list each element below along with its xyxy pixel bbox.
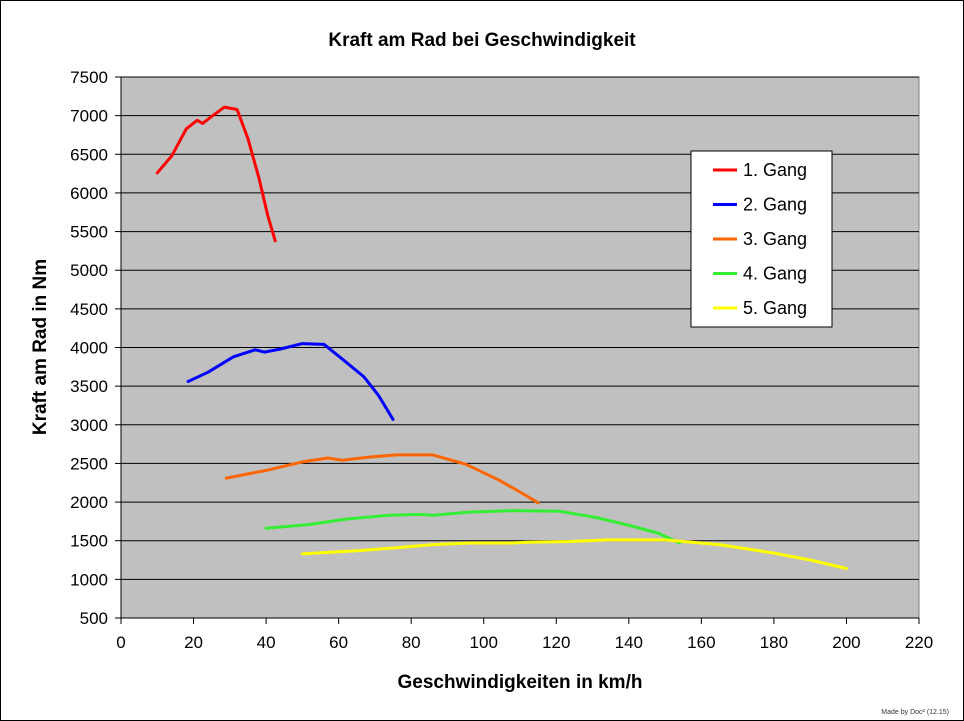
y-tick-label: 3000	[70, 416, 108, 435]
x-tick-label: 0	[116, 633, 125, 652]
y-tick-label: 4000	[70, 339, 108, 358]
y-tick-label: 4500	[70, 300, 108, 319]
legend-label: 5. Gang	[743, 298, 807, 318]
legend-label: 1. Gang	[743, 160, 807, 180]
x-tick-label: 100	[470, 633, 498, 652]
y-tick-label: 5500	[70, 223, 108, 242]
axes: 5001000150020002500300035004000450050005…	[70, 68, 933, 652]
series-line-gang-2	[186, 342, 395, 421]
credit-note: Made by Doc² (12.15)	[881, 709, 949, 716]
series-line-gang-3	[224, 453, 540, 505]
series-line-gang-1	[155, 105, 277, 243]
y-tick-label: 1000	[70, 570, 108, 589]
y-tick-label: 2000	[70, 493, 108, 512]
x-tick-label: 140	[615, 633, 643, 652]
x-tick-label: 120	[542, 633, 570, 652]
x-tick-label: 220	[905, 633, 933, 652]
y-tick-label: 500	[80, 609, 108, 628]
series-lines	[155, 105, 848, 570]
y-axis-label: Kraft am Rad in Nm	[30, 259, 51, 435]
y-tick-label: 7000	[70, 107, 108, 126]
y-tick-label: 6500	[70, 145, 108, 164]
y-tick-label: 2500	[70, 454, 108, 473]
legend-label: 2. Gang	[743, 195, 807, 215]
y-tick-label: 1500	[70, 532, 108, 551]
x-tick-label: 80	[402, 633, 421, 652]
x-axis-label: Geschwindigkeiten in km/h	[398, 672, 643, 693]
legend-label: 4. Gang	[743, 264, 807, 284]
series-line-gang-4	[264, 509, 682, 545]
y-tick-label: 5000	[70, 261, 108, 280]
grid-lines	[121, 76, 919, 580]
x-tick-label: 40	[257, 633, 276, 652]
chart-title: Kraft am Rad bei Geschwindigkeit	[328, 30, 636, 51]
y-tick-label: 3500	[70, 377, 108, 396]
legend: 1. Gang 2. Gang 3. Gang 4. Gang 5. Gang	[690, 150, 833, 328]
y-tick-label: 6000	[70, 184, 108, 203]
x-tick-label: 20	[184, 633, 203, 652]
legend-label: 3. Gang	[743, 229, 807, 249]
x-tick-label: 200	[832, 633, 860, 652]
x-tick-label: 160	[687, 633, 715, 652]
x-tick-label: 60	[329, 633, 348, 652]
series-line-gang-5	[300, 538, 848, 570]
y-tick-label: 7500	[70, 68, 108, 87]
x-tick-label: 180	[760, 633, 788, 652]
